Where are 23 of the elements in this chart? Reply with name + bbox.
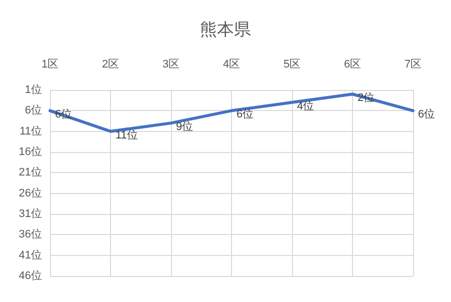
x-tick-label: 4区 (222, 58, 240, 70)
data-label: 9位 (176, 121, 194, 134)
x-tick-label: 3区 (162, 58, 180, 70)
y-tick-label: 16位 (18, 146, 42, 158)
y-tick-label: 46位 (18, 270, 42, 282)
data-label: 6位 (236, 108, 254, 121)
x-tick-label: 5区 (283, 58, 301, 70)
x-tick-label: 2区 (102, 58, 120, 70)
data-label: 11位 (116, 129, 138, 142)
y-tick-label: 1位 (24, 84, 42, 96)
y-tick-label: 6位 (24, 104, 42, 117)
y-tick-label: 31位 (18, 208, 42, 220)
x-tick-label: 6区 (344, 58, 362, 70)
y-tick-label: 11位 (20, 125, 42, 138)
y-tick-label: 21位 (18, 166, 42, 179)
y-tick-label: 41位 (18, 249, 42, 262)
y-tick-label: 26位 (18, 187, 42, 200)
y-tick-label: 36位 (18, 228, 42, 241)
data-label: 4位 (297, 100, 314, 112)
x-tick-label: 1区 (41, 58, 59, 70)
chart-title: 熊本県 (200, 20, 251, 39)
x-tick-label: 7区 (404, 58, 422, 70)
data-label: 6位 (418, 108, 436, 121)
